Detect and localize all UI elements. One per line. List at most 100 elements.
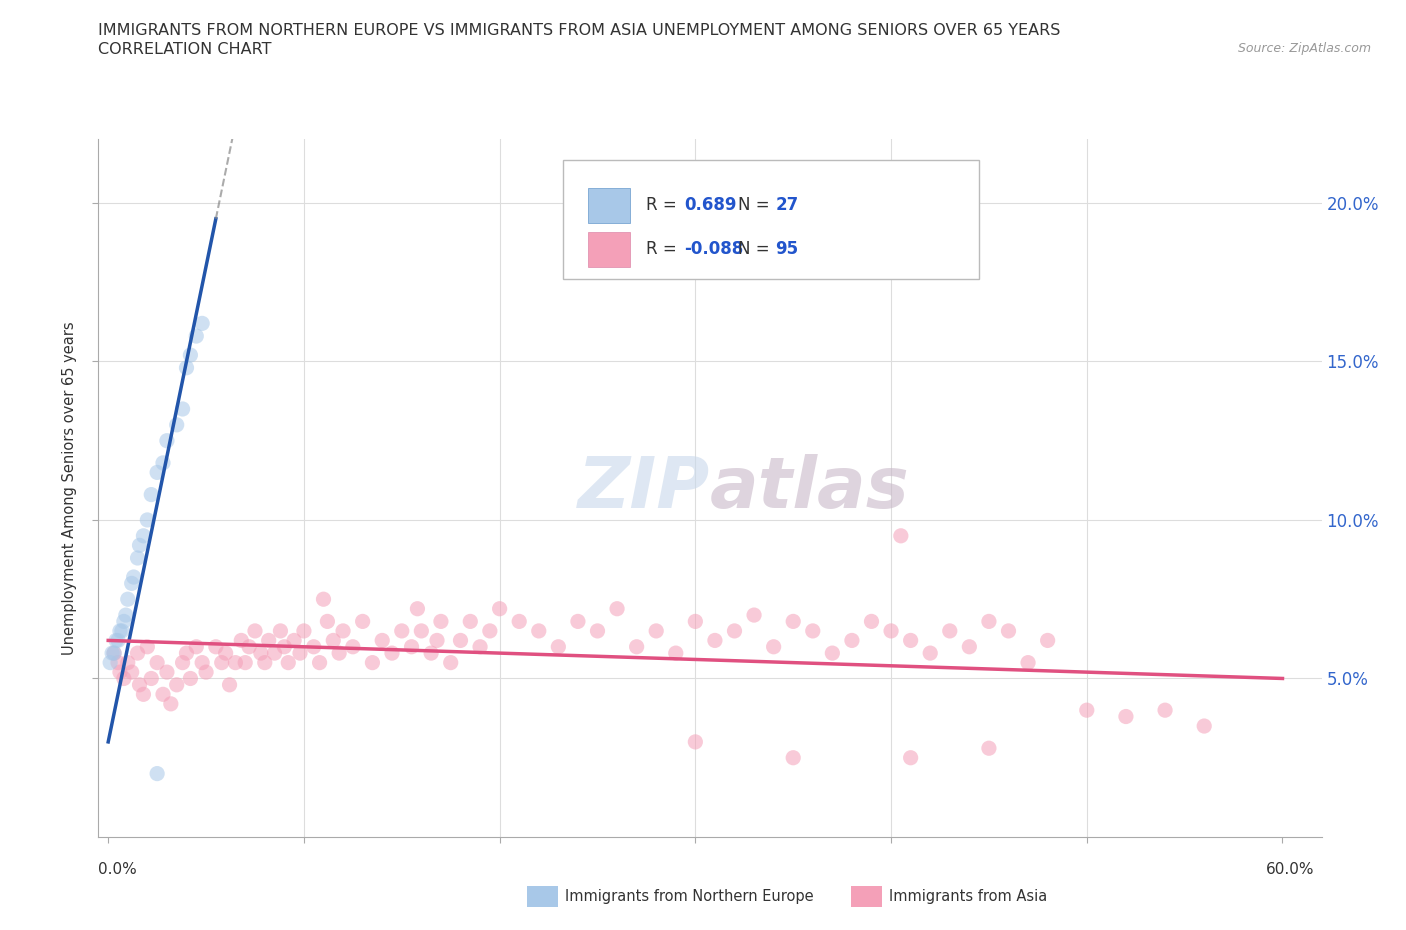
Point: [703, 633, 725, 648]
Point: [277, 655, 299, 670]
Point: [160, 697, 183, 711]
Point: [105, 633, 128, 648]
Point: [195, 665, 218, 680]
Point: [107, 655, 129, 670]
Point: [391, 623, 413, 638]
Point: [841, 633, 863, 648]
Point: [112, 671, 135, 686]
Point: [166, 418, 188, 432]
Point: [723, 623, 745, 638]
Point: [527, 623, 550, 638]
Point: [900, 751, 922, 765]
Point: [586, 623, 609, 638]
Point: [98, 655, 121, 670]
Point: [132, 528, 155, 543]
Point: [172, 402, 194, 417]
Point: [238, 639, 260, 654]
Point: [152, 456, 174, 471]
Point: [547, 639, 569, 654]
Point: [112, 614, 135, 629]
Point: [1115, 709, 1137, 724]
Text: 27: 27: [775, 196, 799, 215]
Point: [176, 645, 198, 660]
Point: [136, 639, 159, 654]
Point: [626, 639, 648, 654]
Point: [292, 623, 315, 638]
Point: [567, 614, 589, 629]
Point: [860, 614, 883, 629]
Text: Source: ZipAtlas.com: Source: ZipAtlas.com: [1237, 42, 1371, 55]
Point: [685, 735, 707, 750]
Point: [146, 465, 169, 480]
Point: [977, 614, 1000, 629]
Point: [1154, 703, 1177, 718]
Point: [191, 316, 214, 331]
Point: [665, 645, 688, 660]
Text: R =: R =: [647, 196, 682, 215]
Point: [406, 602, 429, 617]
Point: [361, 655, 384, 670]
Text: 95: 95: [775, 240, 799, 259]
Point: [352, 614, 374, 629]
Point: [257, 633, 280, 648]
Point: [381, 645, 404, 660]
Point: [122, 569, 145, 584]
Point: [742, 607, 765, 622]
Point: [328, 645, 350, 660]
Point: [685, 614, 707, 629]
Text: 0.689: 0.689: [683, 196, 737, 215]
Point: [243, 623, 266, 638]
Text: 0.0%: 0.0%: [98, 862, 138, 877]
Point: [205, 639, 228, 654]
Point: [211, 655, 233, 670]
Point: [121, 665, 143, 680]
Point: [1036, 633, 1059, 648]
Point: [108, 623, 131, 638]
Point: [1017, 655, 1039, 670]
Text: R =: R =: [647, 240, 682, 259]
Point: [312, 591, 335, 606]
Text: ZIP: ZIP: [578, 454, 710, 523]
Point: [821, 645, 844, 660]
Point: [426, 633, 449, 648]
Point: [977, 741, 1000, 756]
Point: [191, 655, 214, 670]
Point: [411, 623, 433, 638]
Point: [179, 671, 201, 686]
Point: [342, 639, 364, 654]
Point: [273, 639, 295, 654]
Point: [782, 614, 804, 629]
Point: [176, 360, 198, 375]
Point: [263, 645, 285, 660]
Point: [172, 655, 194, 670]
Point: [322, 633, 344, 648]
Point: [224, 655, 246, 670]
Point: [645, 623, 668, 638]
Point: [371, 633, 394, 648]
Point: [166, 677, 188, 692]
Point: [316, 614, 339, 629]
Text: atlas: atlas: [710, 454, 910, 523]
Point: [997, 623, 1019, 638]
Point: [269, 623, 291, 638]
Point: [782, 751, 804, 765]
Point: [920, 645, 942, 660]
Point: [114, 607, 136, 622]
Point: [606, 602, 628, 617]
Point: [127, 645, 149, 660]
Text: CORRELATION CHART: CORRELATION CHART: [98, 42, 271, 57]
Point: [801, 623, 824, 638]
Point: [186, 639, 208, 654]
Point: [128, 677, 150, 692]
Point: [117, 655, 139, 670]
Point: [308, 655, 330, 670]
Point: [117, 591, 139, 606]
Point: [103, 645, 125, 660]
Point: [253, 655, 276, 670]
Point: [420, 645, 443, 660]
Point: [146, 766, 169, 781]
Text: -0.088: -0.088: [683, 240, 744, 259]
Point: [283, 633, 305, 648]
Point: [214, 645, 236, 660]
Text: Immigrants from Northern Europe: Immigrants from Northern Europe: [565, 889, 814, 904]
